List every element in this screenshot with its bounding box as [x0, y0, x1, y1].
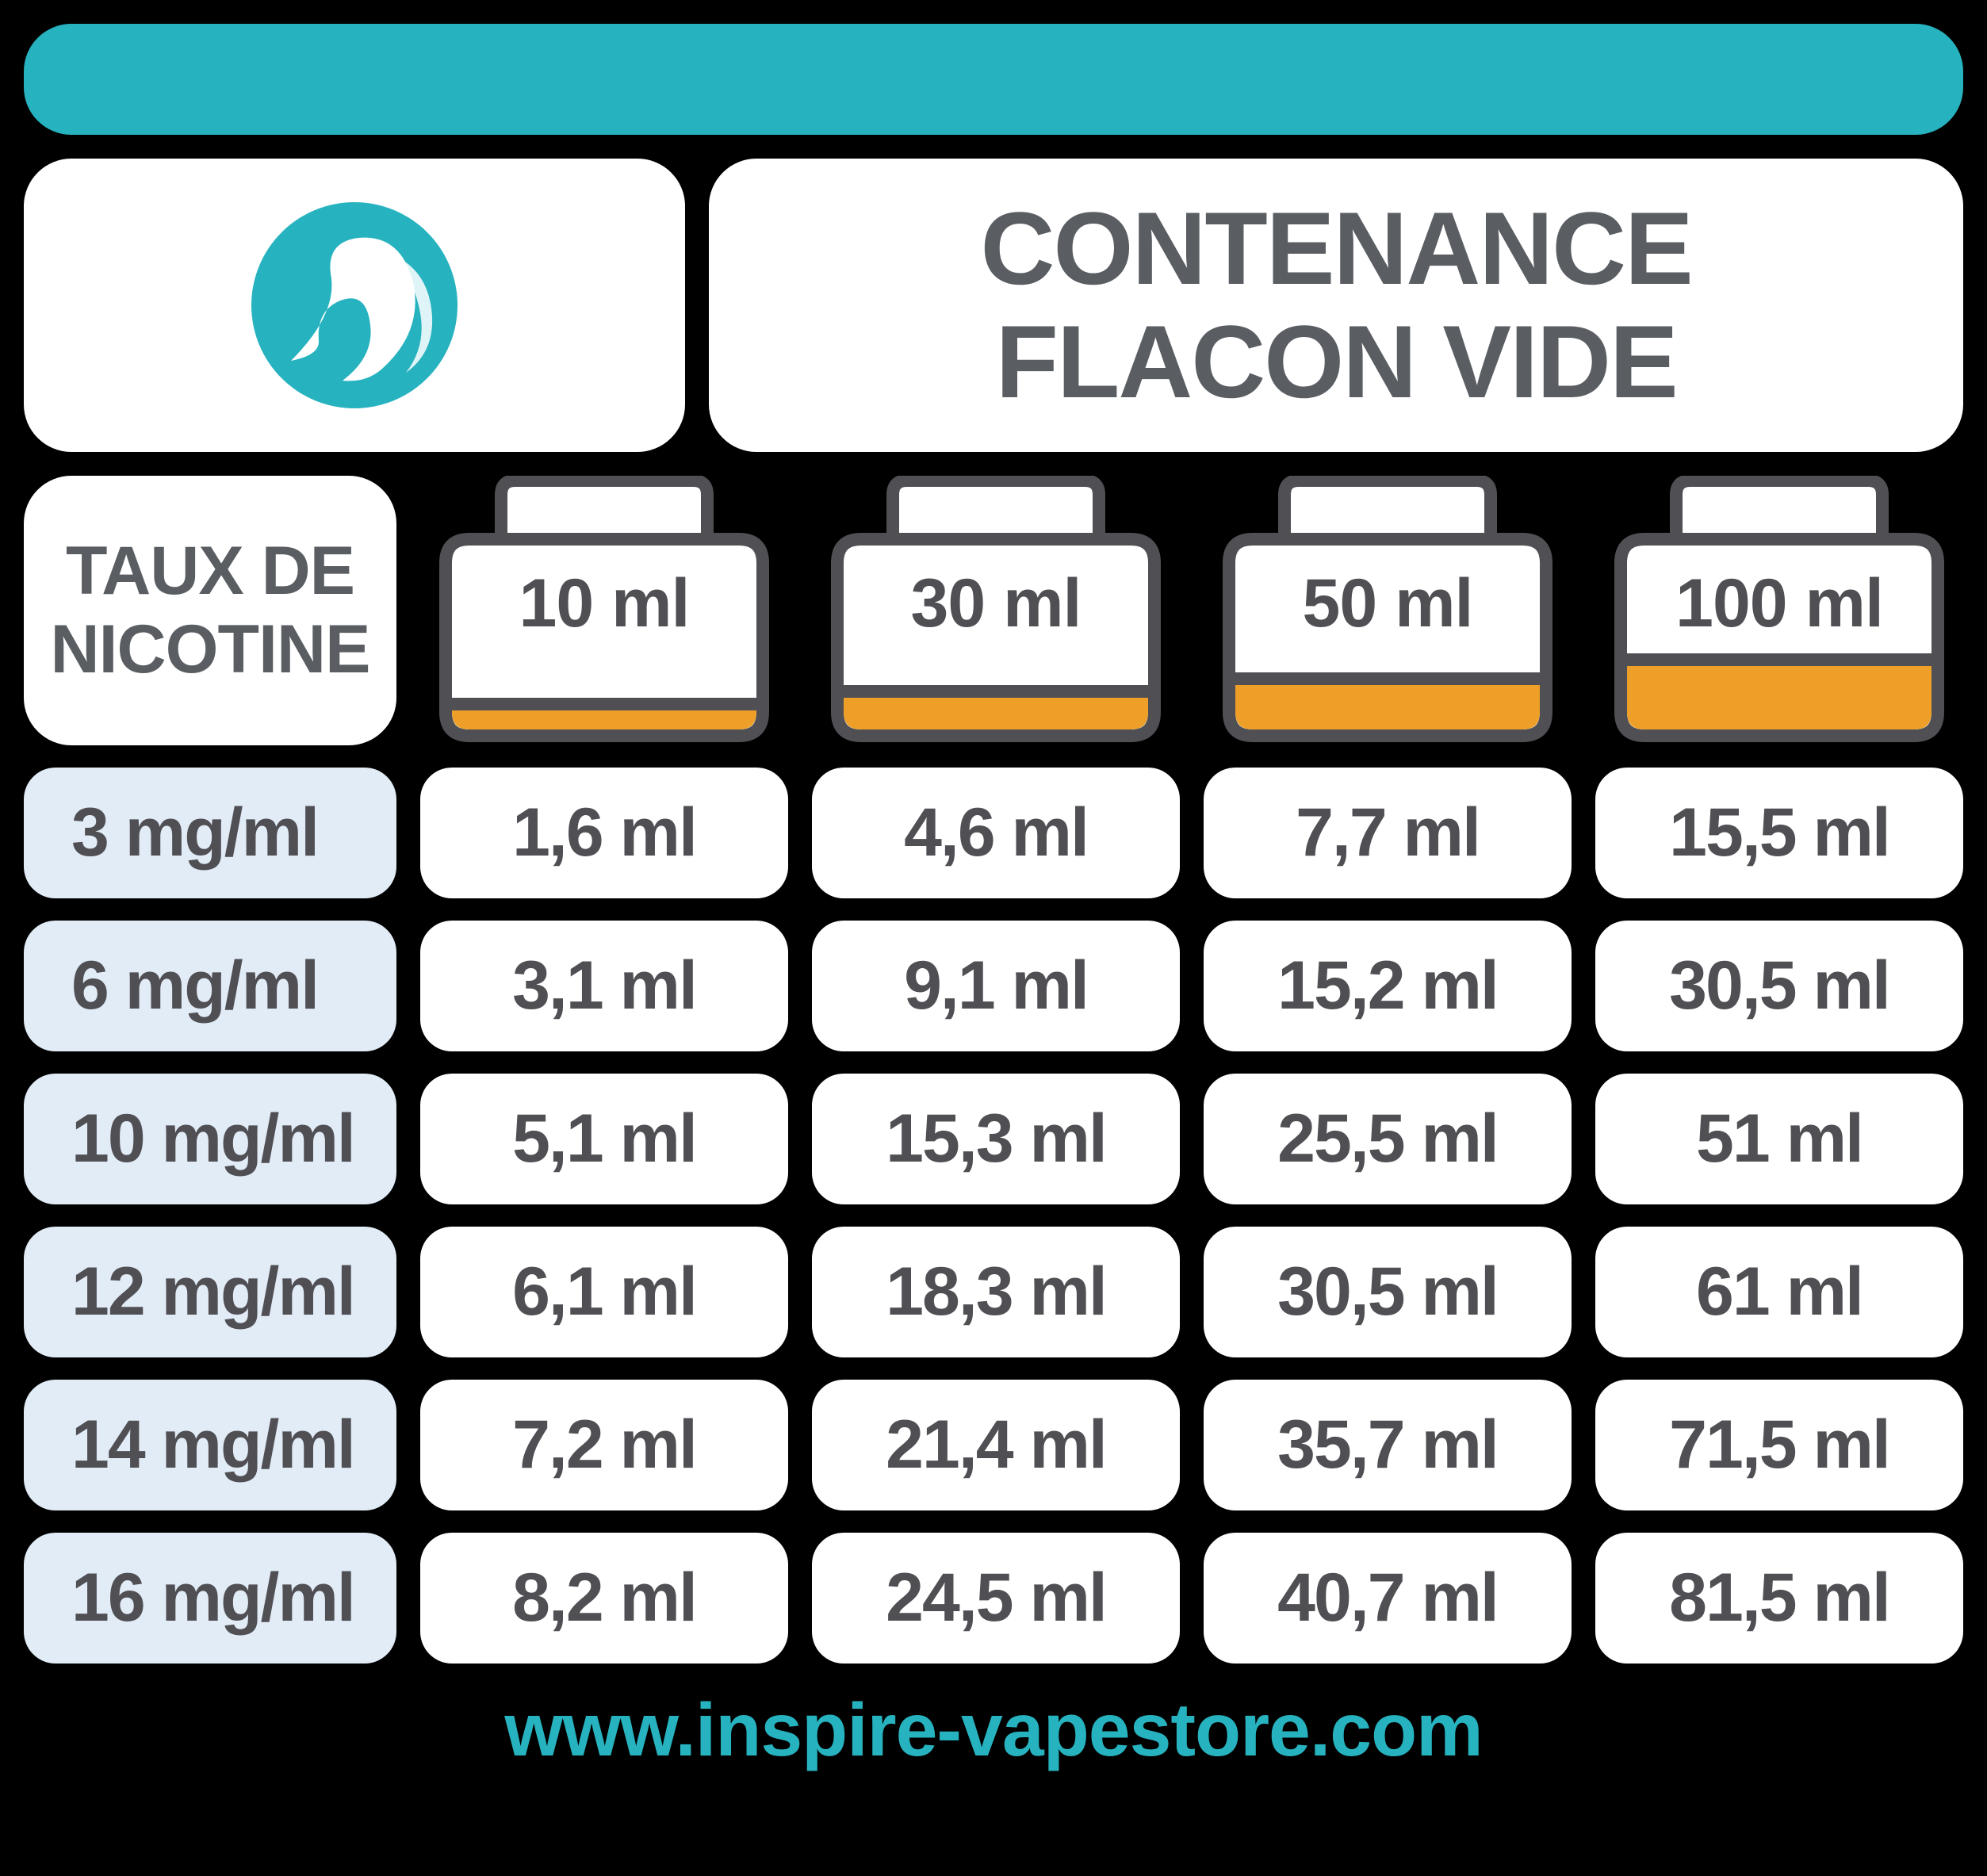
taux-cell: 14 mg/ml	[24, 1380, 396, 1510]
bottle-size-label: 30 ml	[911, 565, 1082, 641]
footer-url: www.inspire-vapestore.com	[24, 1687, 1963, 1774]
dose-value: 71,5 ml	[1669, 1406, 1889, 1484]
dose-value: 15,5 ml	[1669, 794, 1889, 872]
value-cell: 15,3 ml	[812, 1074, 1180, 1204]
value-cell: 21,4 ml	[812, 1380, 1180, 1510]
taux-value: 16 mg/ml	[71, 1559, 354, 1637]
value-cell: 8,2 ml	[420, 1533, 788, 1664]
dose-value: 81,5 ml	[1669, 1559, 1889, 1637]
dose-value: 7,7 ml	[1296, 794, 1480, 872]
value-cell: 40,7 ml	[1204, 1533, 1572, 1664]
dose-value: 15,2 ml	[1277, 947, 1498, 1025]
value-cell: 51 ml	[1595, 1074, 1963, 1204]
taux-value: 3 mg/ml	[71, 794, 318, 872]
table-row: 6 mg/ml 3,1 ml 9,1 ml 15,2 ml 30,5 ml	[24, 921, 1963, 1051]
taux-value: 12 mg/ml	[71, 1253, 354, 1331]
dose-value: 3,1 ml	[512, 947, 696, 1025]
bottle-icon: 100 ml	[1595, 476, 1963, 745]
value-cell: 24,5 ml	[812, 1533, 1180, 1664]
value-cell: 9,1 ml	[812, 921, 1180, 1051]
value-cell: 5,1 ml	[420, 1074, 788, 1204]
bottle-size-label: 10 ml	[519, 565, 690, 641]
table-row: 12 mg/ml 6,1 ml 18,3 ml 30,5 ml 61 ml	[24, 1227, 1963, 1357]
dose-value: 30,5 ml	[1277, 1253, 1498, 1331]
dose-value: 30,5 ml	[1669, 947, 1889, 1025]
title-line-2: FLACON VIDE	[996, 304, 1677, 419]
value-cell: 71,5 ml	[1595, 1380, 1963, 1510]
dose-value: 9,1 ml	[904, 947, 1088, 1025]
bottle-header-30ml: 30 ml	[812, 476, 1180, 745]
dose-value: 25,5 ml	[1277, 1100, 1498, 1178]
dose-value: 6,1 ml	[512, 1253, 696, 1331]
dose-value: 1,6 ml	[512, 794, 696, 872]
column-header-row: TAUX DE NICOTINE 10 ml 30 ml 50 ml 100 m…	[24, 476, 1963, 745]
table-row: 10 mg/ml 5,1 ml 15,3 ml 25,5 ml 51 ml	[24, 1074, 1963, 1204]
dose-value: 5,1 ml	[512, 1100, 696, 1178]
value-cell: 4,6 ml	[812, 768, 1180, 898]
value-cell: 3,1 ml	[420, 921, 788, 1051]
bottle-header-50ml: 50 ml	[1204, 476, 1572, 745]
taux-value: 10 mg/ml	[71, 1100, 354, 1178]
dose-value: 15,3 ml	[886, 1100, 1106, 1178]
value-cell: 15,2 ml	[1204, 921, 1572, 1051]
top-accent-bar	[24, 24, 1963, 135]
value-cell: 30,5 ml	[1595, 921, 1963, 1051]
taux-cell: 6 mg/ml	[24, 921, 396, 1051]
dose-value: 24,5 ml	[886, 1559, 1106, 1637]
dose-value: 35,7 ml	[1277, 1406, 1498, 1484]
taux-header-text: TAUX DE NICOTINE	[51, 532, 370, 689]
table-row: 14 mg/ml 7,2 ml 21,4 ml 35,7 ml 71,5 ml	[24, 1380, 1963, 1510]
value-cell: 18,3 ml	[812, 1227, 1180, 1357]
taux-line-1: TAUX DE	[66, 533, 354, 609]
taux-value: 14 mg/ml	[71, 1406, 354, 1484]
title-line-1: CONTENANCE	[981, 190, 1692, 306]
dose-value: 21,4 ml	[886, 1406, 1106, 1484]
brand-logo-icon	[243, 194, 465, 416]
bottle-size-label: 100 ml	[1675, 565, 1883, 641]
taux-cell: 16 mg/ml	[24, 1533, 396, 1664]
taux-line-2: NICOTINE	[51, 611, 370, 687]
value-cell: 35,7 ml	[1204, 1380, 1572, 1510]
bottle-icon: 10 ml	[420, 476, 788, 745]
taux-cell: 3 mg/ml	[24, 768, 396, 898]
table-row: 16 mg/ml 8,2 ml 24,5 ml 40,7 ml 81,5 ml	[24, 1533, 1963, 1664]
bottle-size-label: 50 ml	[1303, 565, 1473, 641]
dose-value: 7,2 ml	[512, 1406, 696, 1484]
value-cell: 6,1 ml	[420, 1227, 788, 1357]
bottle-icon: 50 ml	[1204, 476, 1572, 745]
value-cell: 1,6 ml	[420, 768, 788, 898]
logo-card	[24, 159, 685, 452]
table-row: 3 mg/ml 1,6 ml 4,6 ml 7,7 ml 15,5 ml	[24, 768, 1963, 898]
value-cell: 81,5 ml	[1595, 1533, 1963, 1664]
taux-value: 6 mg/ml	[71, 947, 318, 1025]
main-title: CONTENANCE FLACON VIDE	[981, 192, 1692, 419]
bottle-header-100ml: 100 ml	[1595, 476, 1963, 745]
value-cell: 30,5 ml	[1204, 1227, 1572, 1357]
title-card: CONTENANCE FLACON VIDE	[709, 159, 1963, 452]
data-grid: 3 mg/ml 1,6 ml 4,6 ml 7,7 ml 15,5 ml 6 mg/ml 3…	[24, 768, 1963, 1664]
taux-cell: 12 mg/ml	[24, 1227, 396, 1357]
dose-value: 4,6 ml	[904, 794, 1088, 872]
dose-value: 40,7 ml	[1277, 1559, 1498, 1637]
value-cell: 25,5 ml	[1204, 1074, 1572, 1204]
bottle-icon: 30 ml	[812, 476, 1180, 745]
dose-value: 18,3 ml	[886, 1253, 1106, 1331]
header-row: CONTENANCE FLACON VIDE	[24, 159, 1963, 452]
bottle-header-10ml: 10 ml	[420, 476, 788, 745]
value-cell: 7,2 ml	[420, 1380, 788, 1510]
taux-header-cell: TAUX DE NICOTINE	[24, 476, 396, 745]
value-cell: 7,7 ml	[1204, 768, 1572, 898]
value-cell: 61 ml	[1595, 1227, 1963, 1357]
dose-value: 8,2 ml	[512, 1559, 696, 1637]
dose-value: 51 ml	[1696, 1100, 1863, 1178]
taux-cell: 10 mg/ml	[24, 1074, 396, 1204]
value-cell: 15,5 ml	[1595, 768, 1963, 898]
dose-value: 61 ml	[1696, 1253, 1863, 1331]
